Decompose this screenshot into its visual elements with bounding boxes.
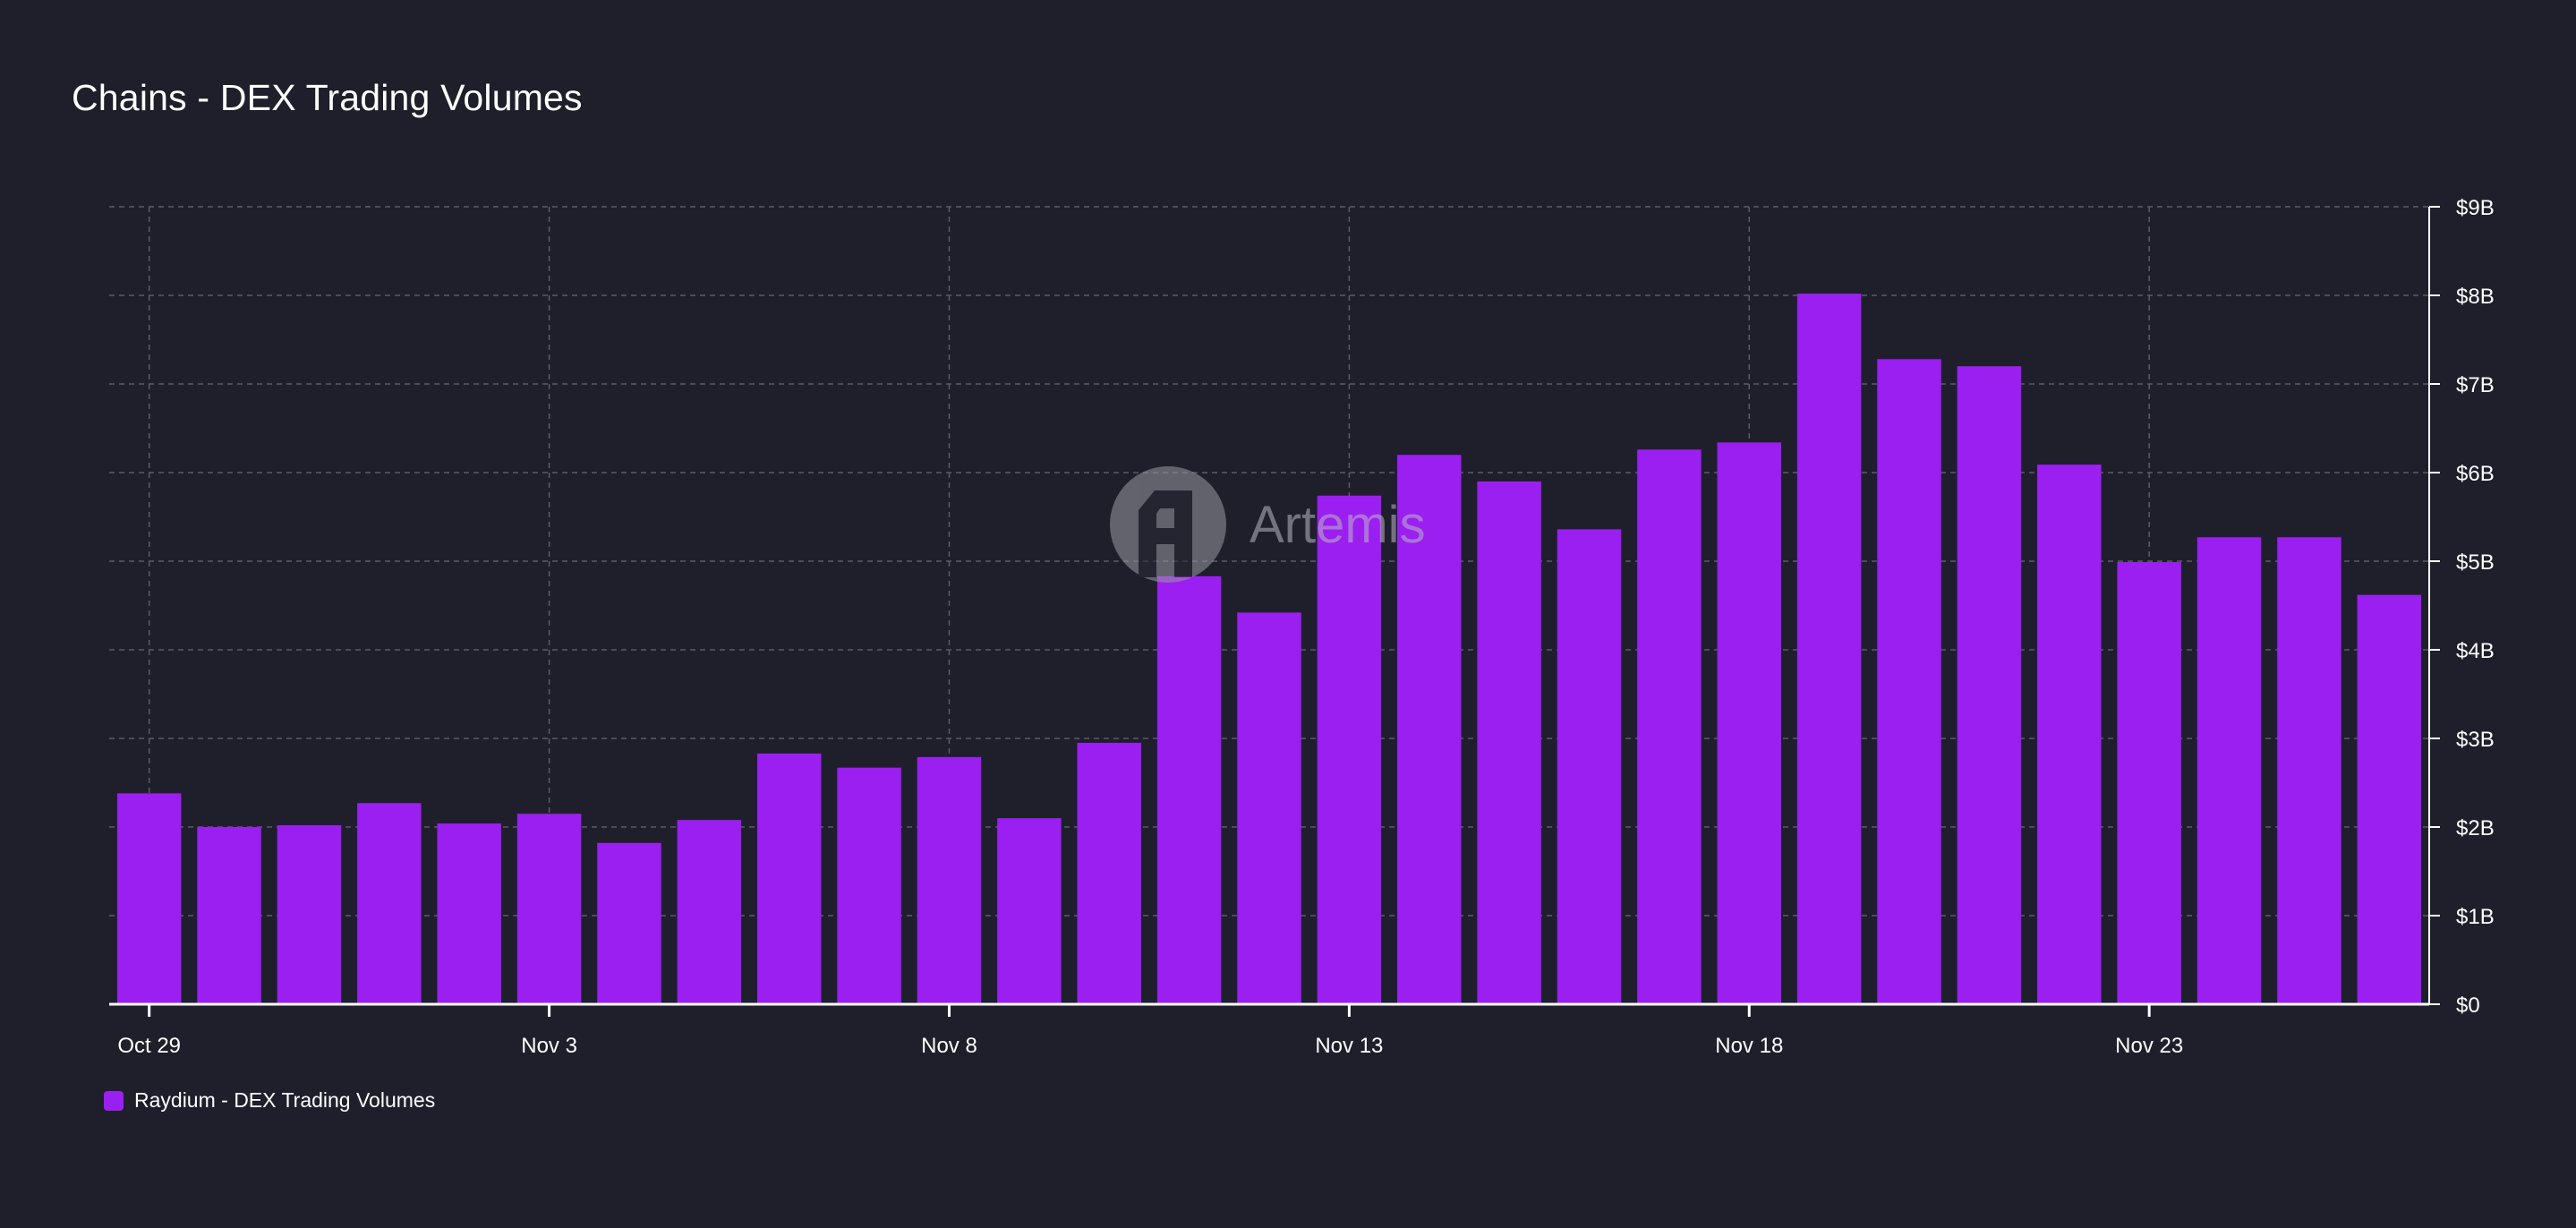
x-tick-label: Oct 29 bbox=[117, 1034, 181, 1058]
bar bbox=[116, 793, 182, 1004]
bar bbox=[1237, 612, 1301, 1004]
legend-label: Raydium - DEX Trading Volumes bbox=[134, 1088, 436, 1112]
y-tick-label: $7B bbox=[2456, 373, 2495, 397]
legend-swatch bbox=[104, 1090, 124, 1111]
bar bbox=[357, 803, 422, 1004]
bar bbox=[2117, 561, 2181, 1004]
y-tick-label: $5B bbox=[2456, 550, 2495, 575]
x-tick-label: Nov 8 bbox=[921, 1034, 977, 1058]
y-tick-label: $6B bbox=[2456, 462, 2495, 486]
bar bbox=[1317, 495, 1382, 1004]
bar bbox=[2037, 465, 2102, 1004]
chart-title: Chains - DEX Trading Volumes bbox=[72, 77, 583, 118]
y-tick-label: $8B bbox=[2456, 285, 2495, 309]
bar bbox=[277, 825, 342, 1004]
y-tick-label: $4B bbox=[2456, 639, 2495, 663]
x-tick-label: Nov 23 bbox=[2115, 1034, 2183, 1058]
x-tick-label: Nov 3 bbox=[521, 1034, 577, 1058]
bar bbox=[437, 823, 501, 1004]
bar bbox=[197, 827, 261, 1004]
bar bbox=[917, 756, 982, 1004]
bar bbox=[2196, 537, 2262, 1004]
bar bbox=[756, 753, 822, 1004]
bar bbox=[997, 818, 1062, 1004]
bar bbox=[597, 842, 661, 1004]
x-axis-ticks: Oct 29 Nov 3 Nov 8 Nov 13 Nov 18 Nov 23 bbox=[117, 1004, 2183, 1058]
bar bbox=[2357, 594, 2422, 1004]
y-tick-label: $0 bbox=[2456, 993, 2480, 1018]
axes bbox=[109, 207, 2430, 1006]
bar bbox=[1156, 576, 1222, 1004]
bar bbox=[677, 820, 742, 1004]
x-tick-label: Nov 18 bbox=[1715, 1034, 1783, 1058]
artemis-logo-glyph bbox=[1139, 490, 1192, 577]
artemis-logo-icon bbox=[1110, 466, 1226, 583]
bars bbox=[116, 294, 2422, 1005]
y-tick-label: $2B bbox=[2456, 816, 2495, 840]
bar bbox=[1397, 455, 1462, 1004]
bar bbox=[1877, 359, 1941, 1004]
bar bbox=[1637, 449, 1702, 1004]
x-tick-label: Nov 13 bbox=[1315, 1034, 1383, 1058]
bar bbox=[1557, 529, 1622, 1004]
bar bbox=[837, 767, 901, 1004]
bar bbox=[1957, 366, 2022, 1004]
bar bbox=[1796, 294, 1862, 1004]
artemis-watermark-text: Artemis bbox=[1250, 496, 1426, 554]
artemis-watermark: Artemis bbox=[1110, 466, 1426, 583]
y-tick-label: $9B bbox=[2456, 196, 2495, 220]
bar bbox=[1477, 481, 1541, 1004]
bar bbox=[516, 814, 582, 1004]
legend: Raydium - DEX Trading Volumes bbox=[104, 1088, 435, 1113]
bar bbox=[2277, 537, 2341, 1004]
bar bbox=[1077, 742, 1141, 1004]
y-tick-label: $1B bbox=[2456, 905, 2495, 929]
y-tick-label: $3B bbox=[2456, 728, 2495, 752]
bar bbox=[1717, 442, 1782, 1005]
y-axis-ticks: $0 $1B $2B $3B $4B $5B $6B $7B $8B $9B bbox=[2429, 196, 2495, 1018]
